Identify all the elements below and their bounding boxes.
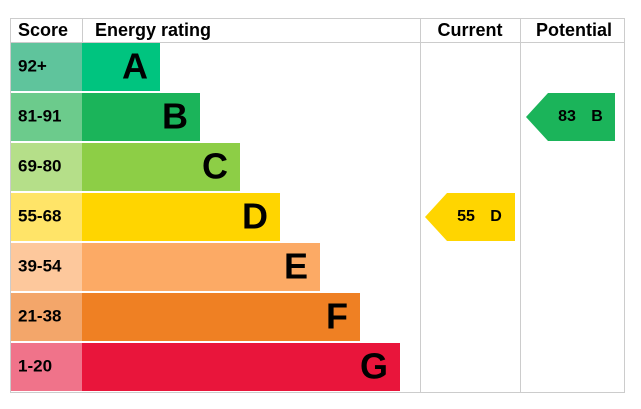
score-label: 92+ [18,56,47,75]
score-label: 55-68 [18,206,61,225]
potential-arrow [526,93,615,141]
rating-letter: A [122,46,148,87]
score-label: 69-80 [18,156,61,175]
rating-bar [82,343,400,391]
current-arrow [425,193,515,241]
rating-bar [82,143,240,191]
current-letter: D [490,208,502,225]
score-label: 21-38 [18,306,61,325]
rating-letter: G [360,346,388,387]
rating-bar [82,193,280,241]
score-label: 1-20 [18,356,52,375]
rating-letter: D [242,196,268,237]
score-label: 39-54 [18,256,62,275]
rating-bar [82,243,320,291]
score-cell [11,143,82,191]
rating-bar [82,293,360,341]
score-label: 81-91 [18,106,61,125]
rating-bar [82,43,160,91]
score-cell [11,293,82,341]
rating-bar [82,93,200,141]
score-cell [11,193,82,241]
score-cell [11,93,82,141]
rating-letter: C [202,146,228,187]
rating-letter: E [284,246,308,287]
rating-letter: F [326,296,348,337]
frame [10,18,625,393]
score-cell [11,43,82,91]
potential-letter: B [591,108,603,125]
rating-letter: B [162,96,188,137]
header-rating: Energy rating [95,20,211,40]
score-cell [11,243,82,291]
header-potential: Potential [536,20,612,40]
header-current: Current [437,20,502,40]
potential-value: 83 [558,108,576,125]
current-value: 55 [457,208,475,225]
header-score: Score [18,20,68,40]
score-cell [11,343,82,391]
